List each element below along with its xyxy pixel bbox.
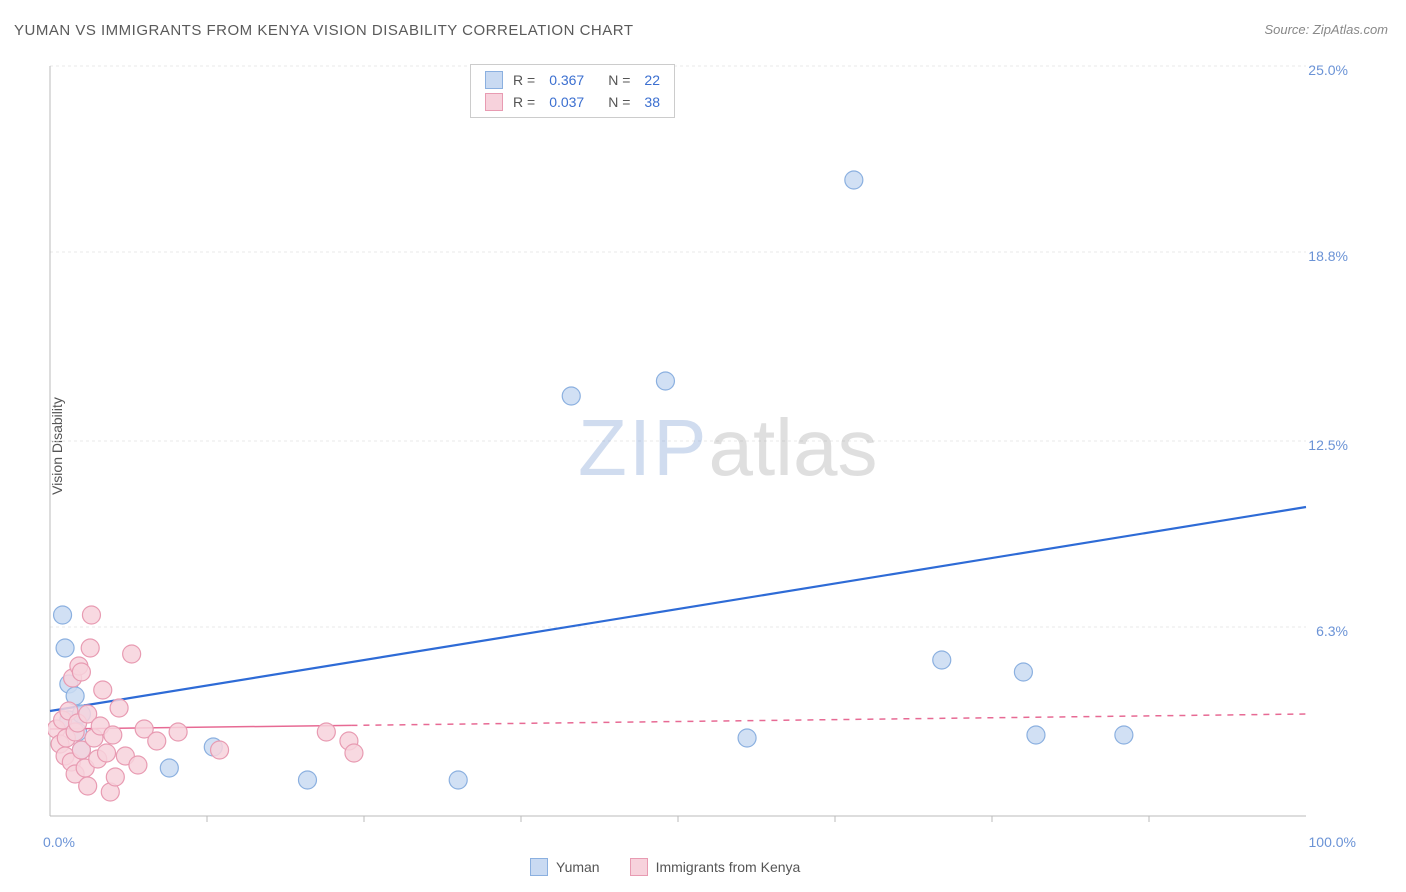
legend-swatch [485, 71, 503, 89]
legend-n-value: 22 [644, 72, 660, 88]
x-tick-min: 0.0% [43, 834, 75, 850]
legend-row: R = 0.037 N = 38 [471, 91, 674, 113]
chart-plot-area: ZIPatlas R =0.367N =22R =0.037N =38 6.3%… [48, 62, 1366, 834]
series-legend: Yuman Immigrants from Kenya [530, 858, 822, 876]
y-tick-label: 6.3% [1316, 623, 1348, 639]
correlation-legend: R = 0.367 N = 22 R = 0.037 N = 38 [470, 64, 675, 118]
legend-n-label: N = [608, 94, 630, 110]
legend-r-value: 0.037 [549, 94, 584, 110]
legend-n-value: 38 [644, 94, 660, 110]
legend-n-label: N = [608, 72, 630, 88]
scatter-chart-svg [48, 62, 1366, 834]
y-tick-label: 25.0% [1308, 62, 1348, 78]
legend-swatch [485, 93, 503, 111]
legend-swatch [630, 858, 648, 876]
y-tick-label: 18.8% [1308, 248, 1348, 264]
legend-swatch [530, 858, 548, 876]
y-tick-label: 12.5% [1308, 437, 1348, 453]
legend-series-label: Immigrants from Kenya [656, 859, 801, 875]
legend-row: R = 0.367 N = 22 [471, 69, 674, 91]
legend-series-label: Yuman [556, 859, 600, 875]
legend-r-value: 0.367 [549, 72, 584, 88]
source-attribution: Source: ZipAtlas.com [1264, 22, 1388, 37]
legend-r-label: R = [513, 94, 535, 110]
chart-title: YUMAN VS IMMIGRANTS FROM KENYA VISION DI… [14, 22, 633, 39]
x-tick-max: 100.0% [1309, 834, 1356, 850]
legend-r-label: R = [513, 72, 535, 88]
